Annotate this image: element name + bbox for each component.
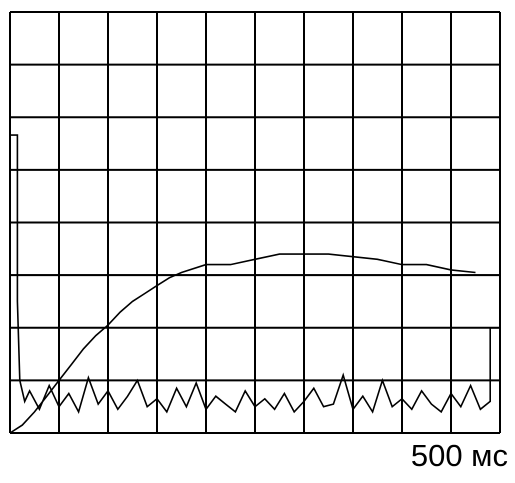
trace	[9, 253, 476, 434]
trace	[9, 134, 500, 433]
time-base-label: 500 мс	[411, 438, 508, 473]
